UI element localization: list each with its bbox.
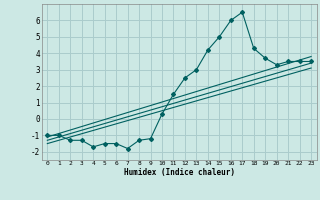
X-axis label: Humidex (Indice chaleur): Humidex (Indice chaleur): [124, 168, 235, 177]
